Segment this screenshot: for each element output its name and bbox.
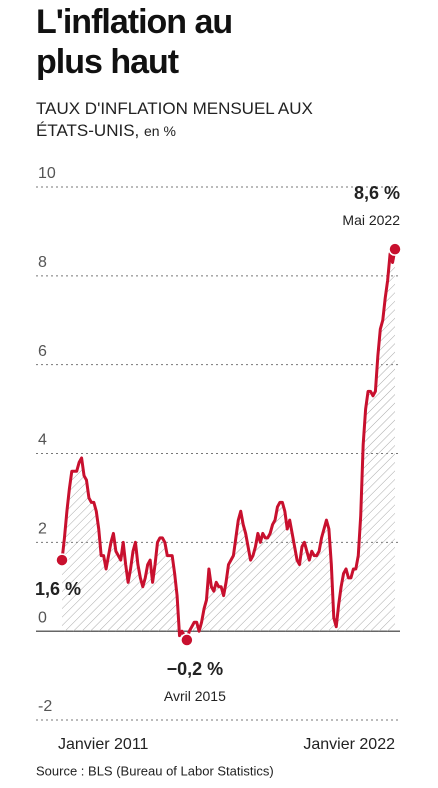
date-label: Mai 2022 — [342, 212, 400, 228]
subtitle: TAUX D'INFLATION MENSUEL AUX ÉTATS-UNIS,… — [36, 98, 326, 142]
y-tick-label: 0 — [38, 609, 47, 626]
date-label: Avril 2015 — [164, 688, 226, 704]
x-tick-label: Janvier 2022 — [303, 736, 395, 753]
y-tick-label: 2 — [38, 521, 47, 538]
y-tick-label: 6 — [38, 343, 47, 360]
value-label: −0,2 % — [167, 659, 224, 679]
unit: en % — [144, 123, 176, 139]
value-label: 8,6 % — [354, 183, 400, 203]
highlight-point — [55, 553, 69, 567]
line — [60, 248, 397, 642]
y-tick-label: -2 — [38, 698, 52, 715]
area-hatch — [62, 249, 395, 641]
highlight-point — [388, 242, 402, 256]
source: Source : BLS (Bureau of Labor Statistics… — [36, 763, 274, 778]
value-label: 1,6 % — [35, 579, 81, 599]
y-tick-label: 8 — [38, 254, 47, 271]
subtitle-text: TAUX D'INFLATION MENSUEL AUX ÉTATS-UNIS, — [36, 99, 313, 140]
chart-title: L'inflation au plus haut — [36, 3, 233, 81]
x-tick-label: Janvier 2011 — [58, 736, 149, 753]
y-tick-label: 4 — [38, 432, 47, 449]
y-tick-label: 10 — [38, 165, 56, 182]
highlight-point — [180, 633, 194, 647]
